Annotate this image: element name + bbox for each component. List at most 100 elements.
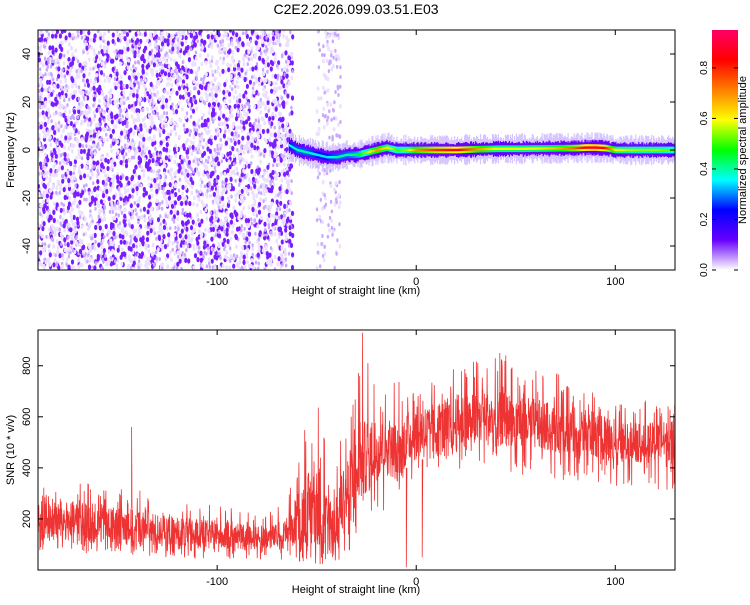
noise-dot: [67, 236, 69, 240]
noise-dot: [271, 115, 274, 120]
noise-dot: [160, 228, 163, 232]
noise-dot: [316, 109, 319, 113]
noise-dot: [128, 149, 131, 153]
noise-dot: [141, 64, 144, 69]
noise-dot: [220, 226, 223, 231]
noise-dot: [225, 211, 228, 215]
noise-dot: [81, 92, 84, 96]
noise-dot: [229, 114, 232, 118]
noise-dot: [127, 66, 130, 70]
noise-dot: [181, 171, 183, 175]
noise-dot: [99, 187, 102, 191]
noise-dot: [79, 215, 81, 219]
noise-dot: [140, 208, 142, 212]
noise-dot: [101, 245, 104, 249]
noise-dot: [255, 79, 258, 83]
noise-dot: [57, 180, 60, 184]
noise-dot: [42, 200, 45, 204]
noise-dot: [152, 105, 154, 109]
noise-dot: [49, 143, 52, 147]
noise-dot: [130, 239, 132, 243]
noise-dot: [136, 234, 139, 238]
figure-title: C2E2.2026.099.03.51.E03: [273, 1, 438, 17]
noise-dot: [135, 67, 137, 71]
noise-dot: [281, 96, 283, 100]
noise-dot: [238, 183, 240, 187]
noise-dot: [167, 82, 170, 86]
noise-dot: [69, 227, 72, 232]
noise-dot: [223, 230, 225, 234]
noise-dot: [91, 190, 94, 194]
noise-dot: [201, 46, 204, 50]
noise-dot: [76, 69, 78, 73]
noise-dot: [324, 30, 327, 34]
noise-dot: [265, 45, 267, 49]
noise-dot: [92, 181, 94, 185]
noise-dot: [248, 57, 250, 61]
noise-dot: [335, 133, 337, 137]
noise-dot: [258, 167, 261, 172]
noise-dot: [145, 163, 148, 168]
noise-dot: [222, 39, 224, 43]
noise-dot: [110, 114, 113, 119]
noise-dot: [174, 182, 177, 186]
noise-dot: [174, 44, 177, 48]
noise-dot: [185, 46, 188, 51]
noise-dot: [89, 209, 91, 213]
noise-dot: [136, 199, 139, 203]
noise-dot: [206, 204, 208, 208]
noise-dot: [287, 60, 290, 64]
noise-dot: [163, 125, 165, 129]
noise-dot: [237, 140, 240, 145]
noise-dot: [236, 80, 239, 84]
noise-dot: [60, 85, 63, 89]
noise-dot: [277, 227, 280, 232]
noise-dot: [224, 244, 226, 248]
noise-dot: [129, 39, 131, 43]
noise-dot: [133, 184, 136, 188]
noise-dot: [151, 178, 154, 182]
noise-dot: [59, 101, 62, 105]
noise-dot: [131, 84, 134, 88]
noise-dot: [198, 133, 200, 137]
noise-dot: [100, 136, 102, 140]
noise-dot: [205, 252, 207, 256]
noise-dot: [267, 259, 270, 263]
noise-dot: [226, 152, 229, 157]
noise-dot: [64, 152, 67, 157]
noise-dot: [235, 179, 237, 183]
noise-dot: [146, 237, 149, 242]
noise-dot: [110, 88, 113, 92]
noise-dot: [163, 182, 166, 187]
noise-dot: [210, 194, 213, 198]
noise-dot: [187, 156, 189, 160]
noise-dot: [129, 235, 131, 239]
noise-dot: [173, 251, 176, 255]
noise-dot: [76, 241, 79, 245]
noise-dot: [102, 218, 105, 222]
noise-dot: [104, 173, 107, 177]
noise-dot: [205, 130, 208, 134]
noise-dot: [61, 40, 64, 44]
noise-dot: [71, 207, 74, 211]
noise-dot: [268, 209, 271, 213]
noise-dot: [201, 116, 203, 120]
noise-dot: [226, 184, 229, 188]
noise-dot: [205, 216, 208, 220]
noise-dot: [124, 36, 127, 41]
noise-dot: [55, 191, 57, 195]
noise-dot: [69, 210, 72, 214]
noise-dot: [176, 79, 178, 83]
noise-dot: [253, 104, 256, 108]
noise-dot: [45, 235, 47, 239]
noise-dot: [268, 116, 271, 121]
noise-dot: [65, 35, 68, 40]
noise-dot: [85, 183, 87, 187]
noise-dot: [241, 136, 244, 141]
noise-dot: [118, 188, 120, 192]
noise-dot: [254, 65, 257, 70]
noise-dot: [261, 40, 264, 44]
noise-dot: [155, 85, 158, 89]
noise-dot: [229, 85, 232, 89]
